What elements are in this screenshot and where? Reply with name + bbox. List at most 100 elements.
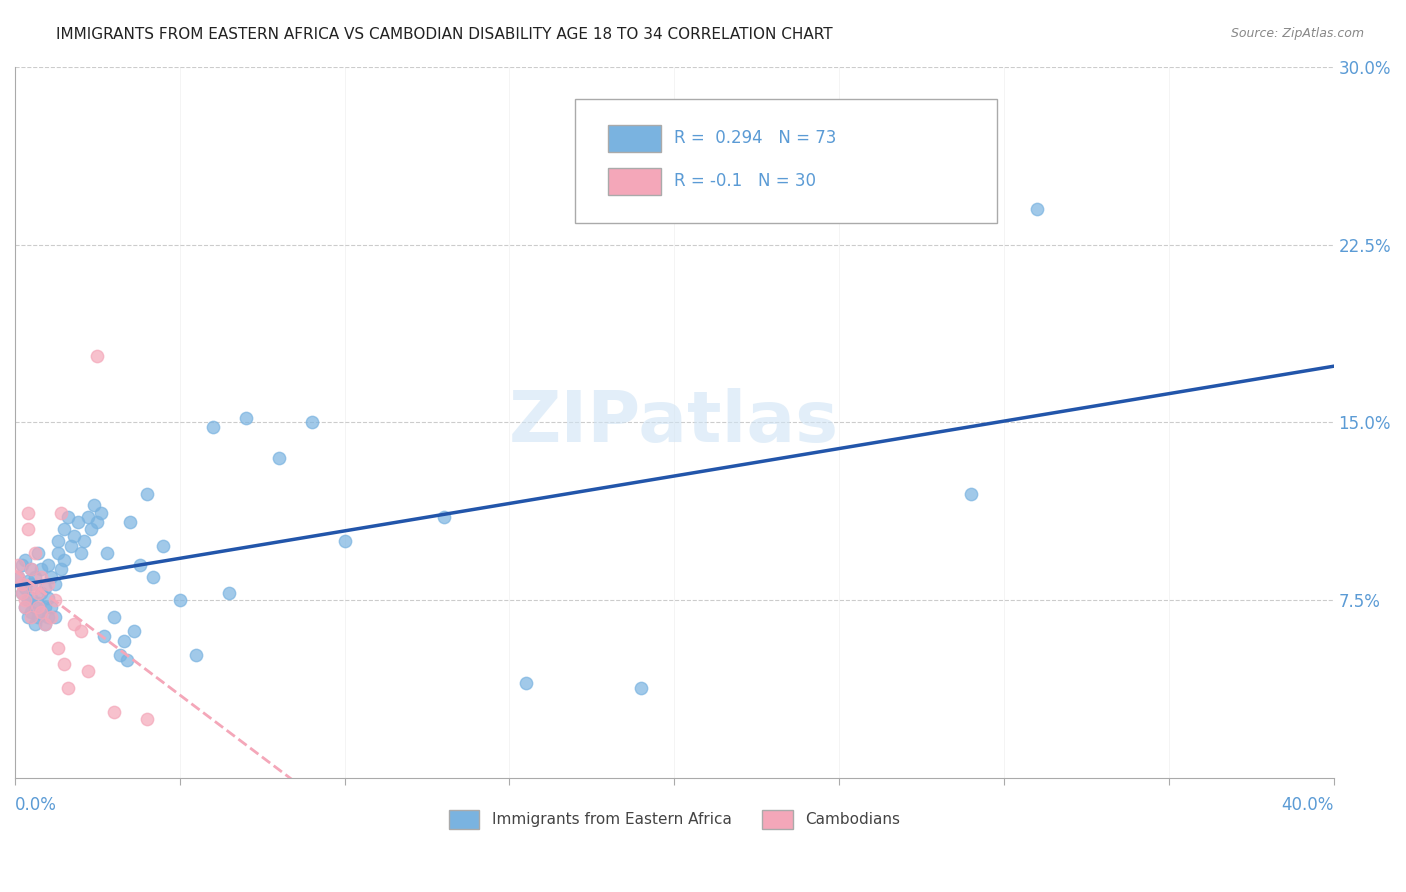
Legend: Immigrants from Eastern Africa, Cambodians: Immigrants from Eastern Africa, Cambodia… xyxy=(443,804,905,835)
Point xyxy=(80,522,103,536)
Point xyxy=(960,486,983,500)
Point xyxy=(70,624,93,639)
Point xyxy=(34,617,56,632)
Point xyxy=(27,546,49,560)
Point xyxy=(14,600,37,615)
Point xyxy=(267,450,290,465)
Point xyxy=(14,553,37,567)
Point xyxy=(96,546,118,560)
Text: IMMIGRANTS FROM EASTERN AFRICA VS CAMBODIAN DISABILITY AGE 18 TO 34 CORRELATION : IMMIGRANTS FROM EASTERN AFRICA VS CAMBOD… xyxy=(56,27,832,42)
Point xyxy=(39,610,62,624)
Point xyxy=(49,506,72,520)
Point xyxy=(152,539,174,553)
Point xyxy=(17,522,39,536)
Point xyxy=(76,510,98,524)
Point xyxy=(186,648,208,662)
Point xyxy=(46,546,69,560)
Point xyxy=(30,605,52,619)
Point xyxy=(7,558,30,572)
FancyBboxPatch shape xyxy=(609,125,661,152)
Point xyxy=(135,712,157,726)
Point xyxy=(53,657,76,672)
Point xyxy=(27,586,49,600)
Point xyxy=(56,681,79,695)
Point xyxy=(53,553,76,567)
Point xyxy=(39,569,62,583)
Point xyxy=(39,600,62,615)
Point xyxy=(24,600,46,615)
Point xyxy=(333,534,356,549)
Point xyxy=(90,506,112,520)
Point xyxy=(1025,202,1047,216)
Point xyxy=(27,596,49,610)
Point xyxy=(93,629,115,643)
Point xyxy=(17,610,39,624)
Point xyxy=(46,534,69,549)
Point xyxy=(30,586,52,600)
Point xyxy=(24,546,46,560)
Point xyxy=(10,586,32,600)
Point xyxy=(60,539,83,553)
Point xyxy=(142,569,165,583)
Point xyxy=(112,633,135,648)
Point xyxy=(115,652,138,666)
Point xyxy=(37,591,59,605)
Point xyxy=(135,486,157,500)
Point xyxy=(17,593,39,607)
Point xyxy=(73,534,96,549)
Point xyxy=(34,617,56,632)
Point xyxy=(20,562,42,576)
Point xyxy=(27,600,49,615)
Point xyxy=(432,510,454,524)
Point xyxy=(49,562,72,576)
Point xyxy=(218,586,240,600)
Point xyxy=(301,416,323,430)
Point xyxy=(44,576,66,591)
Point xyxy=(14,600,37,615)
Point xyxy=(37,558,59,572)
Point xyxy=(20,576,42,591)
Point xyxy=(17,574,39,589)
Point xyxy=(235,410,257,425)
Point xyxy=(10,586,32,600)
Point xyxy=(30,562,52,576)
Point xyxy=(14,582,37,596)
Point xyxy=(20,610,42,624)
Point xyxy=(17,506,39,520)
Point xyxy=(53,522,76,536)
Point xyxy=(630,681,652,695)
Point xyxy=(14,593,37,607)
Point xyxy=(120,515,142,529)
Point xyxy=(10,576,32,591)
Point xyxy=(103,705,125,719)
Point xyxy=(30,569,52,583)
Point xyxy=(30,605,52,619)
Point xyxy=(169,593,191,607)
Point xyxy=(24,569,46,583)
Point xyxy=(20,591,42,605)
Point xyxy=(63,529,86,543)
Point xyxy=(37,610,59,624)
Point xyxy=(24,617,46,632)
Text: R =  0.294   N = 73: R = 0.294 N = 73 xyxy=(675,129,837,147)
Point xyxy=(34,582,56,596)
FancyBboxPatch shape xyxy=(575,99,997,223)
Text: 0.0%: 0.0% xyxy=(15,796,56,814)
Point xyxy=(66,515,89,529)
Point xyxy=(24,582,46,596)
Point xyxy=(27,610,49,624)
Point xyxy=(83,499,105,513)
Point xyxy=(515,676,537,690)
Point xyxy=(20,605,42,619)
Point xyxy=(86,349,108,363)
Point xyxy=(110,648,132,662)
Point xyxy=(44,593,66,607)
Point xyxy=(63,617,86,632)
Point xyxy=(10,558,32,572)
Text: Source: ZipAtlas.com: Source: ZipAtlas.com xyxy=(1230,27,1364,40)
Point xyxy=(86,515,108,529)
Point xyxy=(7,569,30,583)
Text: ZIPatlas: ZIPatlas xyxy=(509,388,839,457)
Point xyxy=(201,420,224,434)
Point xyxy=(103,610,125,624)
